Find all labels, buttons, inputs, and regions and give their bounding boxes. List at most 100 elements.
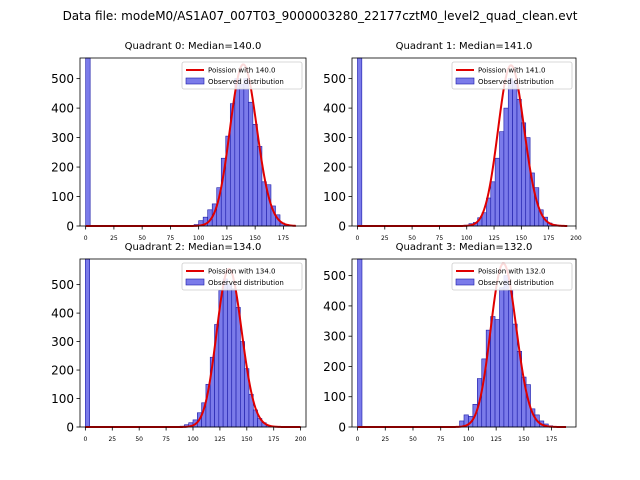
x-tick-label: 200	[295, 436, 307, 443]
x-tick-label: 175	[268, 436, 280, 443]
histogram-bar	[507, 78, 513, 227]
y-tick-label: 500	[51, 278, 74, 292]
histogram-bar	[357, 57, 363, 227]
legend-hist-swatch	[185, 278, 205, 286]
x-tick-label: 175	[543, 235, 555, 242]
x-tick-label: 100	[461, 235, 473, 242]
histogram-bar	[239, 84, 245, 227]
legend-hist-swatch	[455, 77, 475, 85]
x-tick-label: 100	[193, 235, 205, 242]
panel-title: Quadrant 1: Median=141.0	[396, 41, 533, 52]
panel-2: Quadrant 2: Median=134.0 0 25 50 75 100 125 150…	[51, 242, 306, 443]
y-tick-label: 100	[323, 390, 346, 404]
panel-1: Quadrant 1: Median=141.0 0 25 50 75 100 125 150…	[323, 41, 582, 242]
histogram-bar	[234, 78, 240, 227]
y-tick-label: 0	[338, 421, 346, 435]
x-tick-label: 0	[356, 436, 360, 443]
panel-title: Quadrant 3: Median=132.0	[396, 242, 533, 253]
x-tick-label: 175	[278, 235, 290, 242]
y-tick-label: 0	[66, 421, 74, 435]
panel-title: Quadrant 0: Median=140.0	[125, 41, 262, 52]
y-tick-label: 0	[66, 220, 74, 234]
panel-title: Quadrant 2: Median=134.0	[125, 242, 262, 253]
histogram-bar	[490, 316, 496, 428]
histogram-bar	[503, 107, 509, 227]
x-tick-label: 25	[381, 436, 389, 443]
x-tick-label: 150	[241, 436, 253, 443]
panel-3: Quadrant 3: Median=132.0 0 25 50 75 100 125 150…	[323, 242, 577, 443]
y-tick-label: 400	[51, 307, 74, 321]
y-tick-label: 200	[323, 161, 346, 175]
x-tick-label: 25	[108, 436, 116, 443]
y-tick-label: 400	[51, 102, 74, 116]
legend-hist-swatch	[185, 77, 205, 85]
x-tick-label: 0	[83, 436, 87, 443]
legend-box	[181, 61, 303, 90]
x-tick-label: 100	[187, 436, 199, 443]
histogram-bar	[252, 124, 258, 227]
x-tick-label: 150	[516, 235, 528, 242]
histogram-bar	[499, 287, 505, 428]
x-tick-label: 125	[488, 235, 500, 242]
legend-hist-label: Observed distribution	[208, 78, 284, 86]
x-tick-label: 0	[84, 235, 88, 242]
x-tick-label: 0	[356, 235, 360, 242]
histogram-bar	[222, 278, 228, 428]
y-tick-label: 0	[338, 220, 346, 234]
legend-hist-label: Observed distribution	[208, 279, 284, 287]
histogram-bar	[227, 284, 233, 428]
axes-frame	[351, 258, 577, 428]
y-tick-label: 400	[323, 299, 346, 313]
legend-curve-label: Poission with 141.0	[478, 67, 546, 75]
x-tick-label: 75	[162, 436, 170, 443]
histogram-bar	[516, 98, 522, 227]
legend-box	[451, 61, 573, 90]
x-tick-label: 125	[214, 436, 226, 443]
legend-curve-label: Poission with 140.0	[208, 67, 276, 75]
y-tick-label: 300	[323, 330, 346, 344]
poisson-curve	[85, 267, 301, 428]
y-tick-label: 300	[51, 335, 74, 349]
histogram-bar	[248, 101, 254, 227]
histogram-bar	[499, 131, 505, 227]
histogram-bar	[512, 323, 518, 428]
histogram-bar	[235, 307, 241, 428]
x-tick-label: 150	[249, 235, 261, 242]
panel-0: Quadrant 0: Median=140.0 0 25 50 75 100 125 150…	[51, 41, 307, 242]
axes-frame	[79, 57, 307, 227]
y-tick-label: 100	[51, 190, 74, 204]
legend-box	[451, 262, 573, 291]
histogram-bar	[508, 290, 514, 428]
histogram-bar	[85, 57, 91, 227]
histogram-bar	[512, 81, 518, 227]
x-tick-label: 75	[436, 235, 444, 242]
x-tick-label: 25	[381, 235, 389, 242]
x-tick-label: 75	[437, 436, 445, 443]
x-tick-label: 200	[570, 235, 582, 242]
histogram-bar	[357, 258, 363, 428]
y-tick-label: 500	[323, 269, 346, 283]
legend-hist-label: Observed distribution	[478, 78, 554, 86]
histogram-bar	[243, 78, 249, 227]
histogram-bar	[503, 275, 509, 428]
x-tick-label: 175	[546, 436, 558, 443]
legend-box	[181, 262, 303, 291]
y-tick-label: 300	[323, 131, 346, 145]
y-tick-label: 400	[323, 102, 346, 116]
y-tick-label: 500	[51, 72, 74, 86]
histogram-bar	[85, 258, 90, 428]
y-tick-label: 200	[51, 161, 74, 175]
histogram-bar	[231, 288, 237, 428]
x-tick-label: 150	[518, 436, 530, 443]
x-tick-label: 75	[167, 235, 175, 242]
histogram-bar	[494, 157, 500, 227]
x-tick-label: 50	[135, 436, 143, 443]
y-tick-label: 500	[323, 72, 346, 86]
legend-hist-label: Observed distribution	[478, 279, 554, 287]
x-tick-label: 25	[110, 235, 118, 242]
x-tick-label: 100	[463, 436, 475, 443]
x-tick-label: 125	[221, 235, 233, 242]
y-tick-label: 200	[51, 364, 74, 378]
y-tick-label: 100	[323, 190, 346, 204]
